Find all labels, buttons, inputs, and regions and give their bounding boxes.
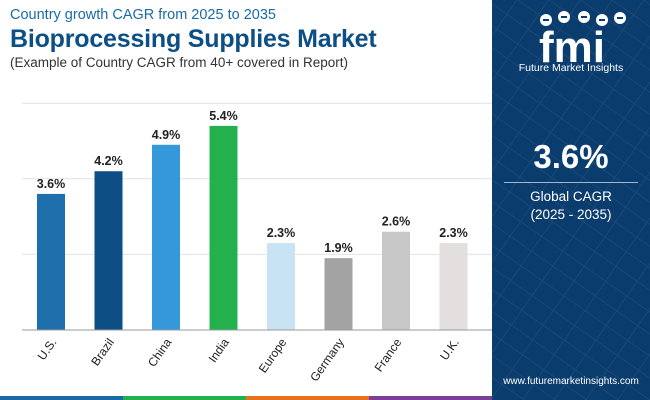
bar-france — [382, 231, 410, 330]
value-label: 5.4% — [209, 109, 238, 123]
value-label: 4.2% — [94, 154, 123, 168]
bottom-bar-segment — [369, 396, 492, 400]
value-label: 2.6% — [382, 215, 411, 229]
logo-text: fmi — [539, 23, 605, 72]
bottom-bar-segment — [123, 396, 246, 400]
bar-europe — [267, 243, 295, 330]
value-label: 2.3% — [439, 226, 468, 240]
bar-chart-svg: 3.6% U.S. 4.2% Brazil 4.9% China 5.4% India 2.3%… — [22, 102, 492, 384]
value-label: 4.9% — [152, 128, 181, 142]
logo-subtitle: Future Market Insights — [518, 62, 624, 74]
value-label: 1.9% — [324, 241, 353, 255]
chart-header: Country growth CAGR from 2025 to 2035 Bi… — [10, 6, 490, 72]
category-label: Europe — [256, 335, 290, 375]
category-label: Germany — [307, 336, 347, 384]
value-label: 2.3% — [267, 226, 296, 240]
category-label: China — [145, 335, 175, 369]
category-label: India — [206, 335, 233, 365]
bar-us — [37, 193, 65, 330]
category-label: Brazil — [88, 336, 117, 369]
bar-china — [152, 144, 180, 330]
category-label: U.K. — [437, 336, 462, 363]
chart-subtitle: Country growth CAGR from 2025 to 2035 — [10, 7, 276, 23]
bar-brazil — [94, 171, 123, 330]
bottom-bar-segment — [0, 396, 123, 400]
category-label: U.S. — [35, 336, 60, 363]
category-label: France — [372, 335, 405, 374]
bar-india — [209, 125, 238, 330]
sidebar-texture — [492, 0, 650, 400]
chart-note: (Example of Country CAGR from 40+ covere… — [10, 55, 349, 70]
bottom-bar-segment — [246, 396, 369, 400]
fmi-logo-icon: fmi — [539, 11, 626, 72]
sidebar-divider — [504, 182, 638, 183]
chart-title: Bioprocessing Supplies Market — [10, 25, 377, 53]
bar-germany — [324, 258, 353, 330]
value-label: 3.6% — [37, 177, 66, 191]
bar-chart: 3.6% U.S. 4.2% Brazil 4.9% China 5.4% India 2.3%… — [0, 88, 492, 392]
website-link[interactable]: www.futuremarketinsights.com — [503, 376, 639, 387]
sidebar-panel: fmi Future Market Insights 3.6% Global C… — [492, 0, 650, 400]
bottom-color-bar — [0, 396, 492, 400]
global-cagr-value: 3.6% — [533, 138, 609, 175]
bar-uk — [439, 243, 468, 330]
global-cagr-label: Global CAGR — [530, 189, 612, 204]
global-cagr-period: (2025 - 2035) — [530, 207, 612, 222]
